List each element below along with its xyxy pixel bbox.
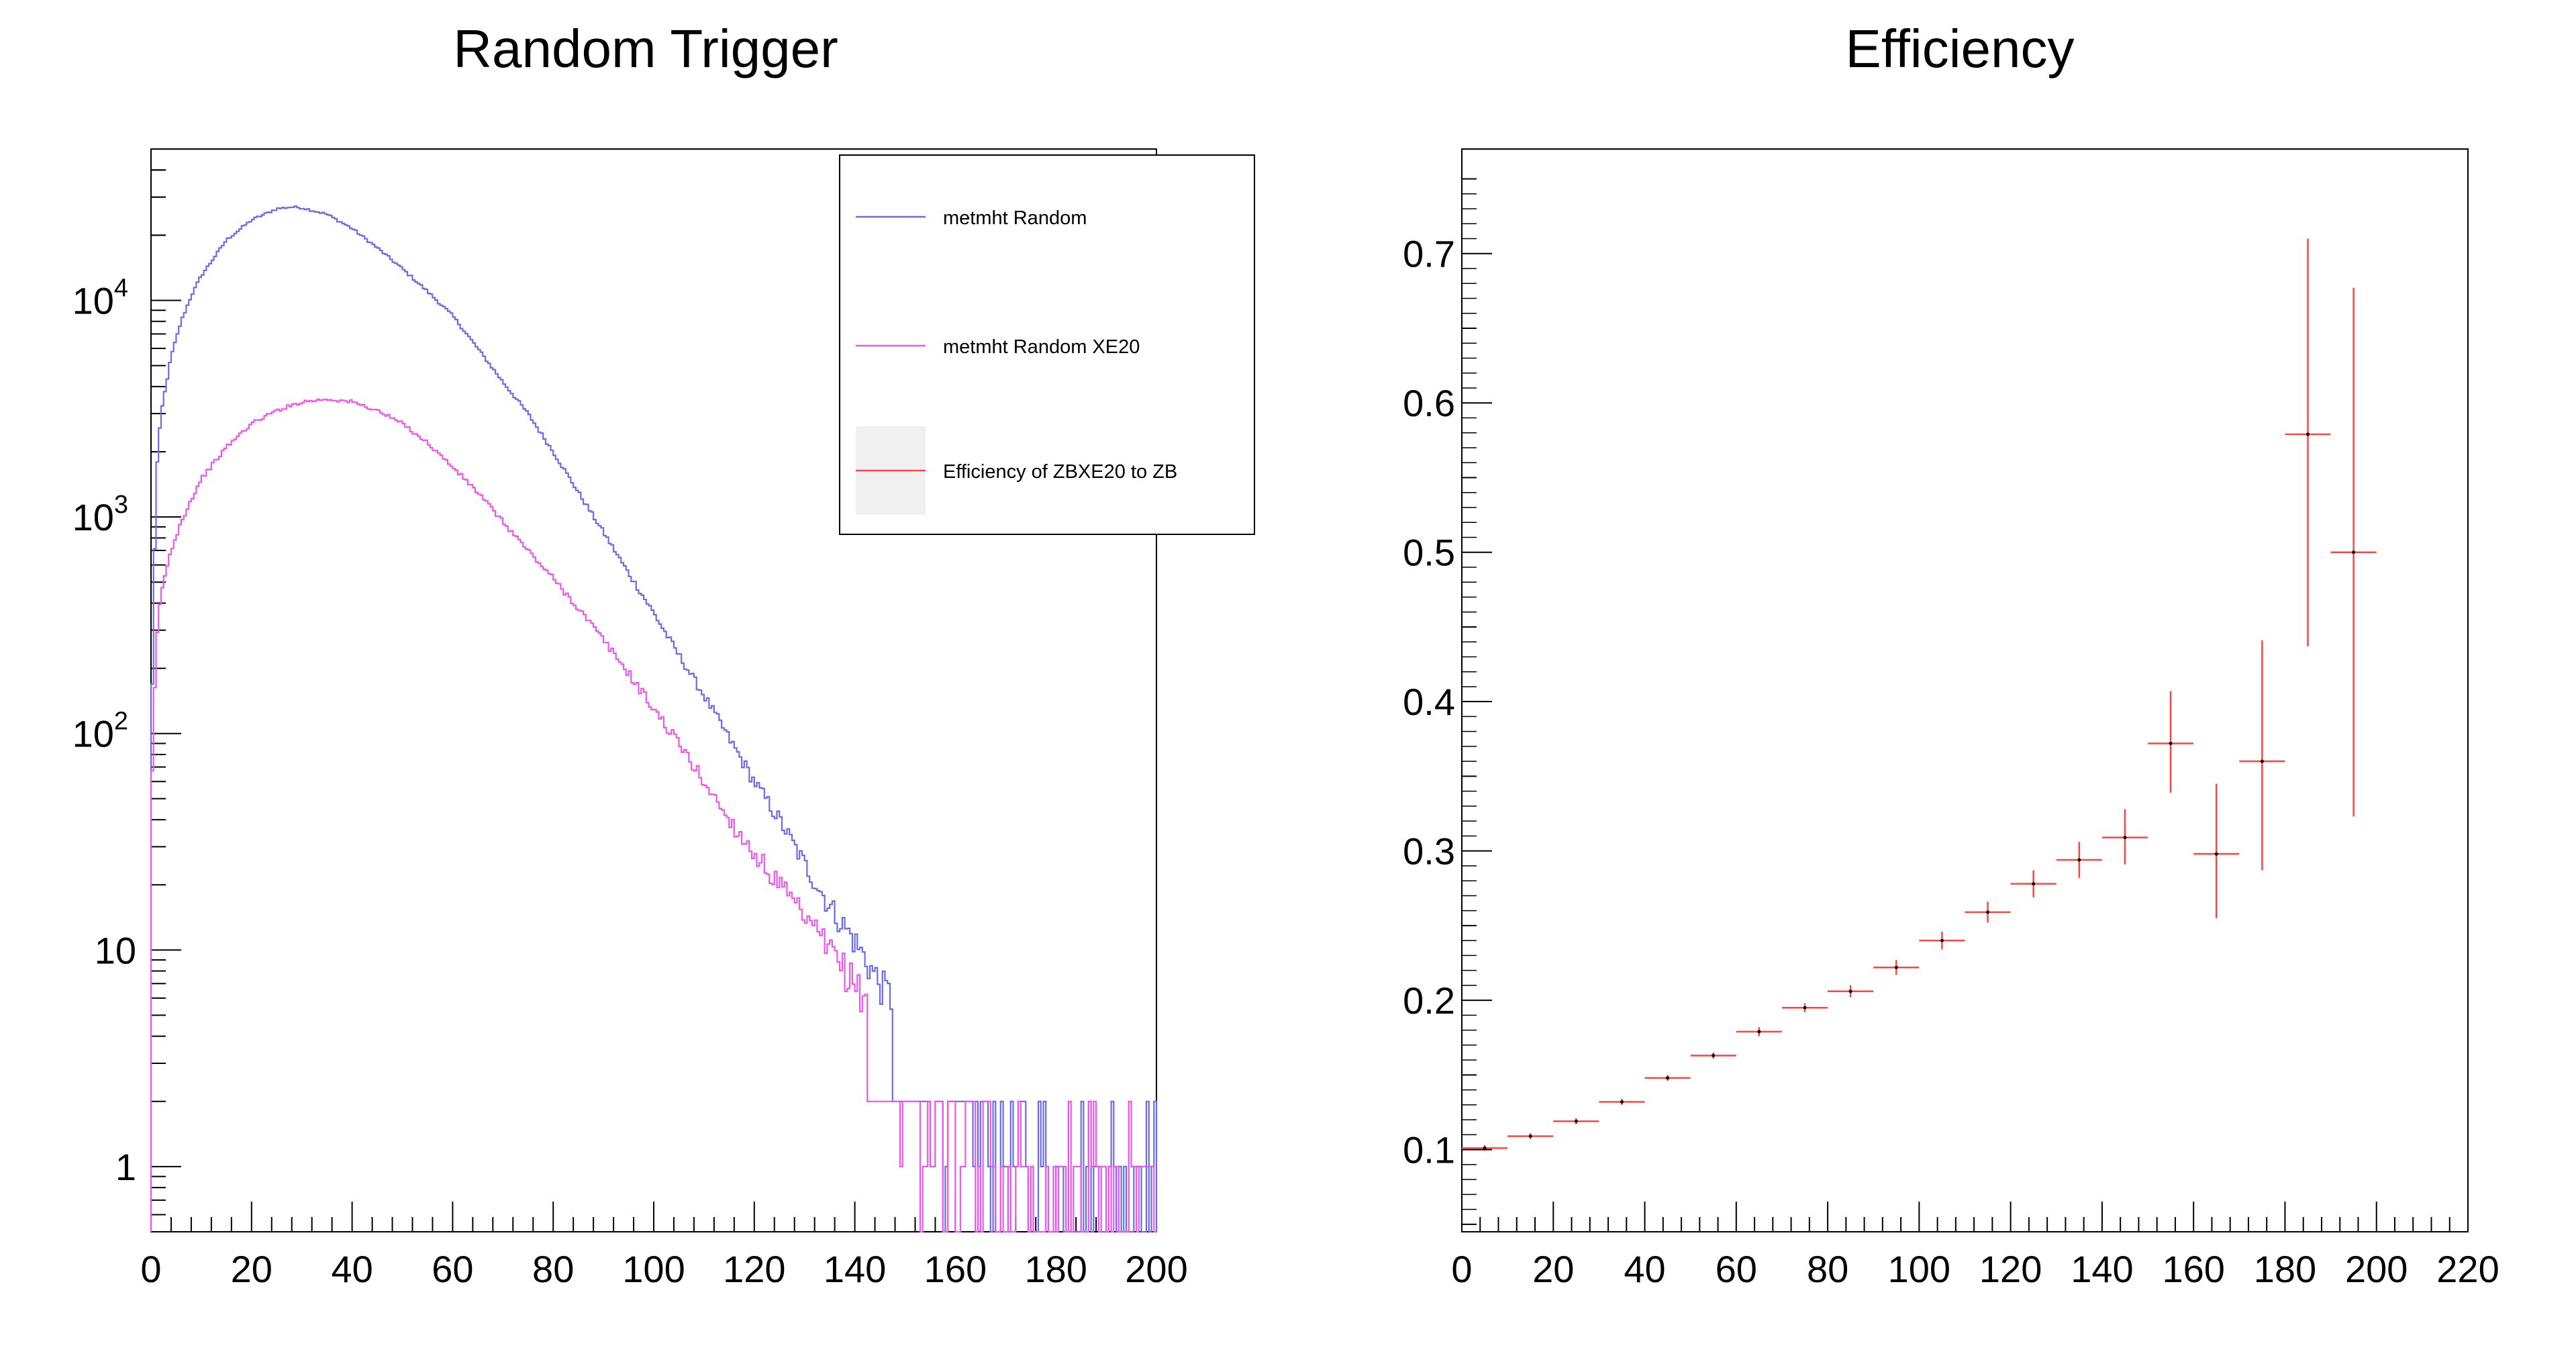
y-tick-label: 0.4: [1403, 681, 1455, 723]
y-tick-label: 0.2: [1403, 979, 1455, 1022]
y-tick-label: 10: [95, 929, 136, 971]
chart-title: Random Trigger: [453, 19, 838, 79]
x-tick-label: 60: [1716, 1248, 1757, 1290]
y-tick-base: 10: [72, 496, 114, 538]
efficiency-point: [1894, 965, 1898, 969]
efficiency-point: [1757, 1030, 1761, 1034]
x-tick-label: 0: [140, 1248, 161, 1290]
x-tick-label: 220: [2436, 1248, 2499, 1290]
y-tick-label: 104: [72, 274, 128, 322]
efficiency-point: [1712, 1053, 1716, 1057]
x-tick-label: 60: [432, 1248, 473, 1290]
efficiency-point: [2032, 882, 2036, 886]
y-tick-base: 10: [72, 713, 114, 755]
x-tick-label: 20: [1532, 1248, 1574, 1290]
x-tick-label: 80: [1807, 1248, 1848, 1290]
efficiency-point: [2306, 432, 2310, 436]
y-tick-label: 1: [115, 1146, 136, 1188]
x-tick-label: 120: [1979, 1248, 2042, 1290]
efficiency-point: [1483, 1146, 1487, 1150]
y-tick-label: 0.6: [1403, 382, 1455, 424]
y-tick-exponent: 4: [114, 274, 128, 302]
x-tick-label: 100: [1888, 1248, 1950, 1290]
x-tick-label: 20: [231, 1248, 273, 1290]
x-tick-label: 0: [1451, 1248, 1472, 1290]
y-tick-exponent: 2: [114, 708, 128, 736]
y-tick-label: 0.1: [1403, 1129, 1455, 1171]
efficiency-point: [2123, 836, 2127, 840]
plot-layer: 0 20 40 60 80 100 120 140 160 180 200110102103104m…: [72, 148, 2499, 1290]
y-tick-base: 10: [95, 929, 136, 971]
x-tick-label: 120: [723, 1248, 785, 1290]
legend-label: Efficiency of ZBXE20 to ZB: [943, 461, 1177, 483]
histogram-series-1: [150, 398, 1156, 1233]
y-tick-label: 103: [72, 491, 128, 538]
efficiency-point: [1986, 910, 1990, 914]
x-tick-label: 180: [2254, 1248, 2316, 1290]
x-tick-label: 100: [622, 1248, 685, 1290]
efficiency-point: [2169, 741, 2173, 745]
efficiency-point: [1848, 989, 1852, 993]
x-tick-label: 140: [824, 1248, 886, 1290]
efficiency-point: [2077, 858, 2081, 862]
efficiency-point: [1574, 1119, 1578, 1123]
efficiency-point: [1620, 1100, 1624, 1104]
chart-title: Efficiency: [1846, 19, 2075, 79]
x-tick-label: 160: [2162, 1248, 2224, 1290]
efficiency-point: [2352, 550, 2356, 554]
efficiency-point: [1528, 1134, 1532, 1138]
efficiency-point: [1803, 1006, 1807, 1010]
plot-frame: [1461, 148, 2469, 1232]
efficiency-point: [2260, 759, 2264, 763]
x-tick-label: 140: [2071, 1248, 2133, 1290]
y-tick-label: 0.7: [1403, 233, 1455, 275]
y-tick-label: 102: [72, 708, 128, 755]
legend-label: metmht Random: [943, 207, 1087, 229]
x-tick-label: 200: [2345, 1248, 2408, 1290]
y-tick-base: 10: [72, 279, 114, 322]
x-tick-label: 80: [532, 1248, 574, 1290]
efficiency-point: [1666, 1076, 1670, 1080]
histogram-series-0: [150, 205, 1158, 1233]
x-tick-label: 160: [924, 1248, 987, 1290]
x-tick-label: 200: [1125, 1248, 1187, 1290]
y-tick-base: 1: [115, 1146, 136, 1188]
y-tick-label: 0.5: [1403, 532, 1455, 574]
x-tick-label: 40: [1624, 1248, 1665, 1290]
x-tick-label: 180: [1024, 1248, 1087, 1290]
y-tick-label: 0.3: [1403, 830, 1455, 873]
efficiency-point: [2214, 852, 2218, 856]
x-tick-label: 40: [331, 1248, 373, 1290]
legend-label: metmht Random XE20: [943, 336, 1140, 358]
y-tick-exponent: 3: [114, 491, 128, 519]
efficiency-point: [1940, 938, 1944, 942]
